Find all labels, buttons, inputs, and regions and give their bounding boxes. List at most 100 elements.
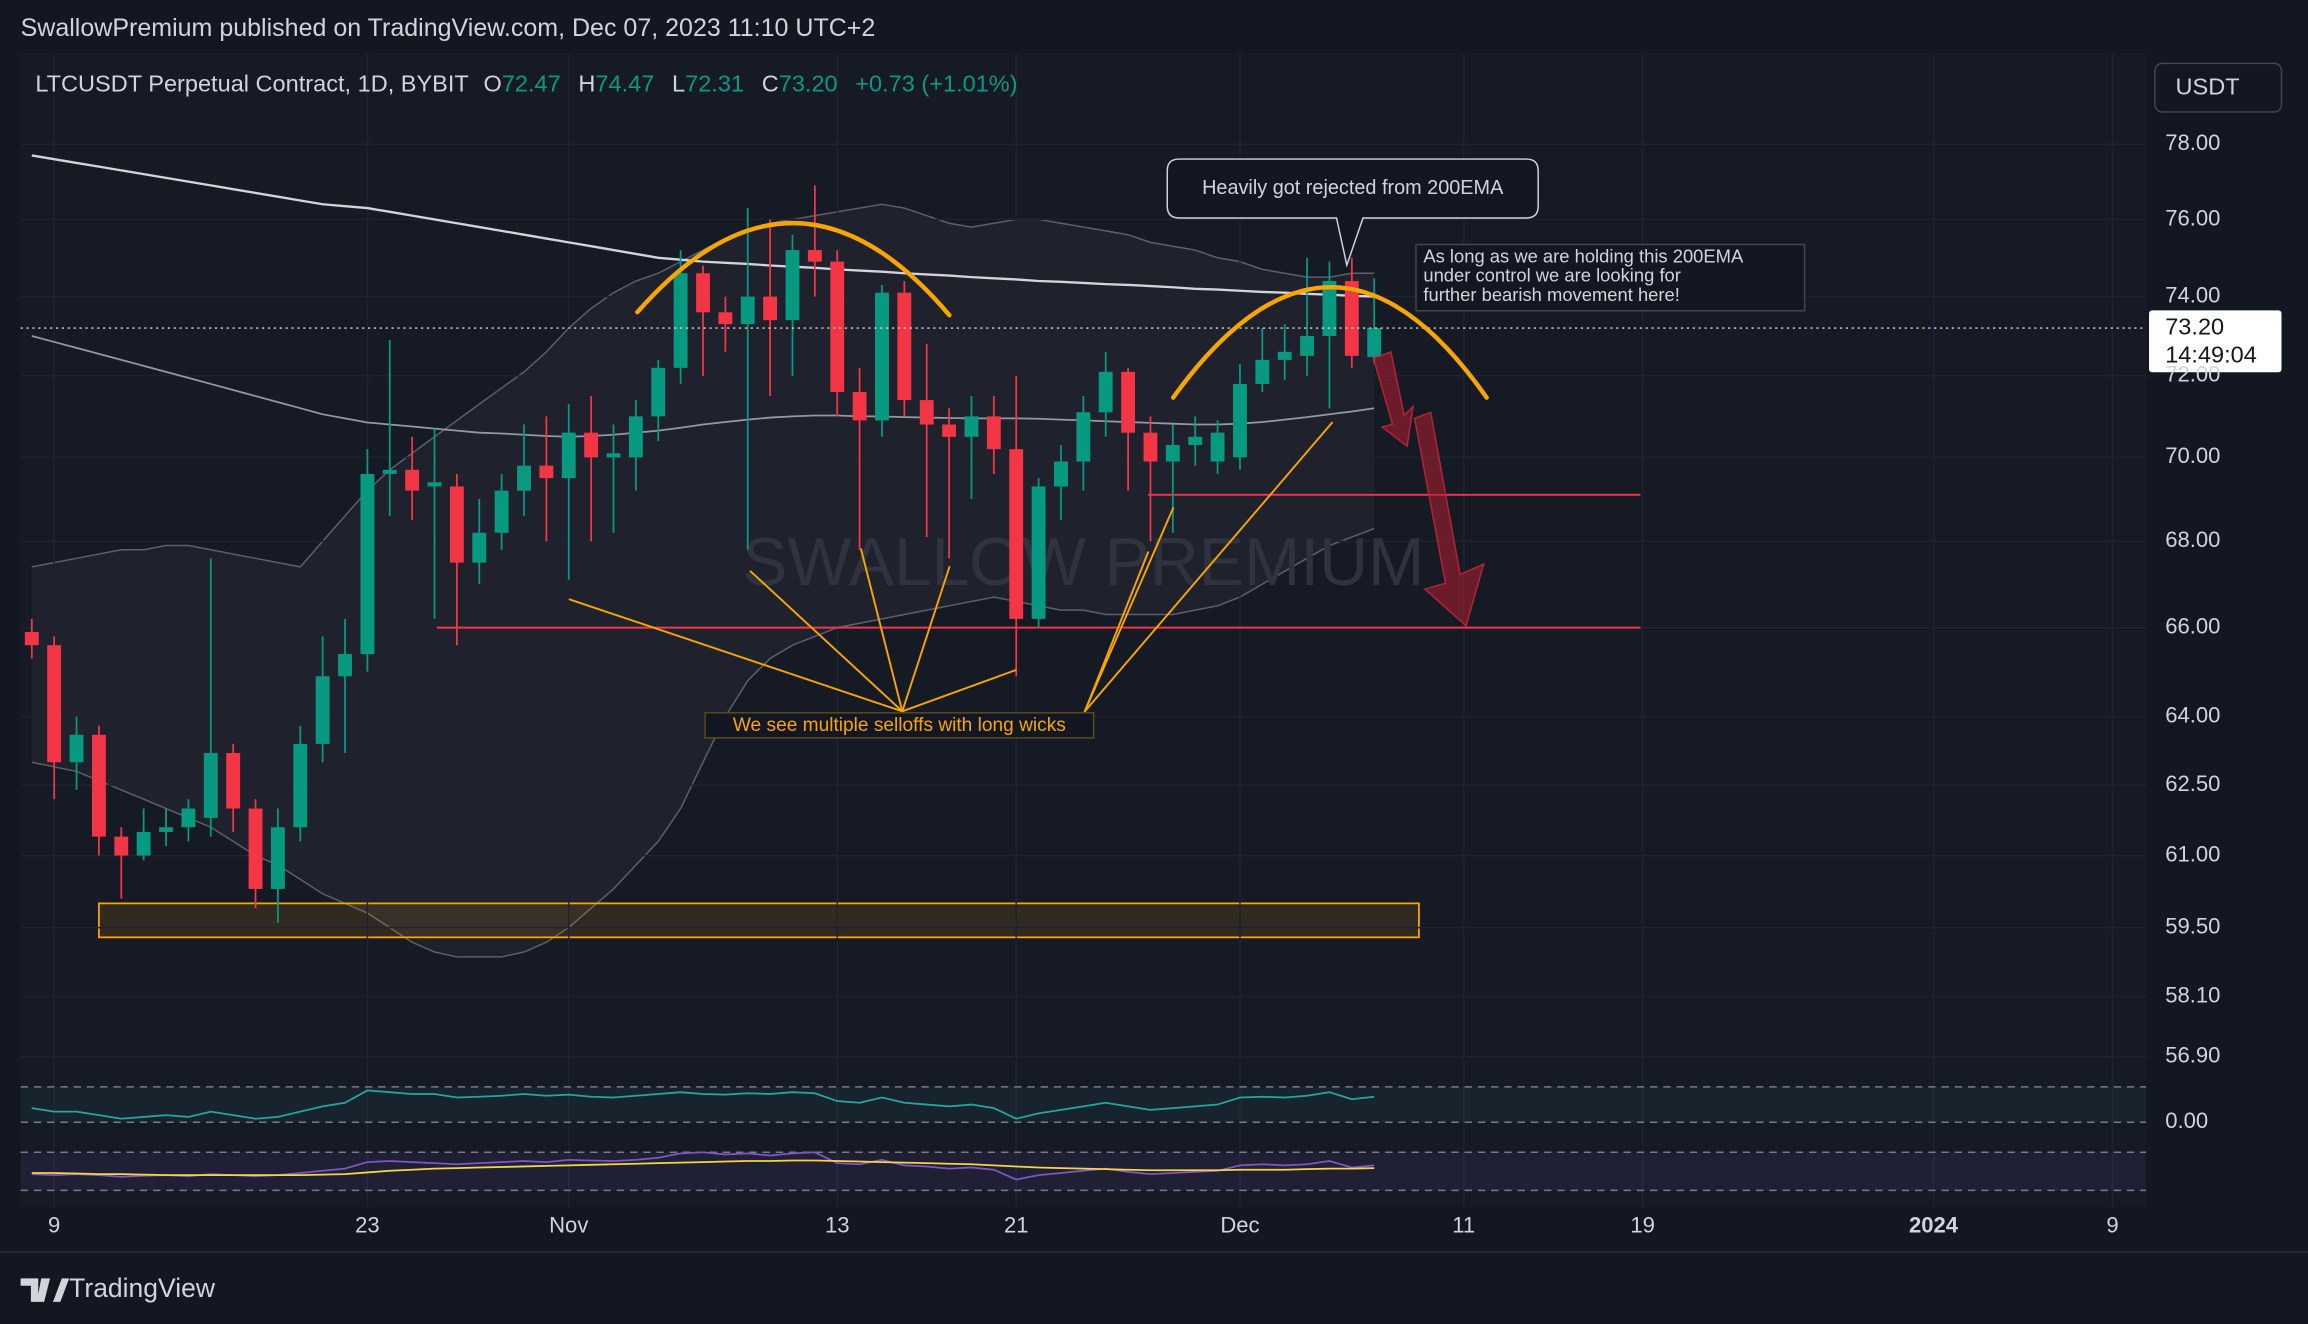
y-tick-label: 66.00 <box>2165 613 2220 638</box>
bearish-arrows <box>1372 351 1485 628</box>
candle-body <box>830 261 845 392</box>
x-tick-label: Dec <box>1220 1213 1259 1238</box>
candle-body <box>517 465 531 491</box>
candle-body <box>270 827 285 889</box>
symbol-name: LTCUSDT Perpetual Contract, 1D, BYBIT <box>35 71 468 97</box>
brand: TradingView <box>20 1273 216 1303</box>
ohlc-key: H <box>578 71 595 97</box>
callout-box <box>1166 158 1539 268</box>
candle-body <box>1210 432 1225 462</box>
candle-body <box>181 808 196 828</box>
y-tick-label: 76.00 <box>2165 205 2220 230</box>
candle-body <box>47 645 62 763</box>
candle-body <box>1054 461 1068 487</box>
annotation-drawings <box>568 221 1489 713</box>
currency-button[interactable]: USDT <box>2154 62 2283 113</box>
osc-line <box>31 1089 1375 1120</box>
arrows-selloffs <box>568 421 1334 713</box>
y-tick-label: 61.00 <box>2165 841 2220 866</box>
x-tick-label: 19 <box>1630 1213 1655 1238</box>
ohlc-value: 74.47 <box>595 71 654 97</box>
candle-body <box>561 432 576 479</box>
currency-box[interactable] <box>2154 62 2283 113</box>
legend-header: LTCUSDT Perpetual Contract, 1D, BYBIT O72… <box>35 71 1017 97</box>
candle-body <box>69 734 84 763</box>
arc-top <box>635 221 952 318</box>
band-upper <box>31 203 1375 568</box>
osc-tick-label: 0.00 <box>2165 1108 2208 1133</box>
note-line: As long as we are holding this 200EMA <box>1423 246 1744 267</box>
ohlc-key: L <box>672 71 685 97</box>
price-tag-box <box>2149 310 2282 373</box>
currency[interactable]: USDT <box>2176 74 2240 100</box>
candle-body <box>897 292 912 401</box>
candle-body <box>1277 351 1292 360</box>
ohlc-key: O <box>484 71 502 97</box>
candle-body <box>293 743 308 828</box>
x-tick-label: 23 <box>355 1213 380 1238</box>
candle-body <box>651 367 666 417</box>
publisher: SwallowPremium published on TradingView.… <box>21 14 876 42</box>
price-tag-value: 73.20 <box>2165 313 2224 339</box>
candle-body <box>1076 412 1091 462</box>
candle-body <box>875 292 889 421</box>
y-tick-label: 78.00 <box>2165 130 2220 155</box>
candle-body <box>136 831 151 856</box>
note-selloffs: We see multiple selloffs with long wicks <box>704 712 1095 739</box>
y-tick-label: 72.00 <box>2165 362 2220 387</box>
candle-body <box>696 273 710 313</box>
ohlc-value: 73.20 <box>779 71 838 97</box>
candle-body <box>1233 383 1247 458</box>
overlay-line <box>31 154 1375 298</box>
candle-body <box>315 676 330 744</box>
osc-fill <box>20 1086 2147 1123</box>
candle-body <box>964 416 979 437</box>
candle-body <box>718 312 733 325</box>
data-layer <box>20 154 2147 1192</box>
arc-right <box>1170 284 1489 400</box>
candle-body <box>785 250 800 321</box>
candle-body <box>628 416 643 458</box>
y-tick-label: 70.00 <box>2165 443 2220 468</box>
candle-body <box>919 400 934 425</box>
candle-body <box>763 296 778 321</box>
candle-body <box>114 836 129 856</box>
y-tick-label: 64.00 <box>2165 702 2220 727</box>
candle-body <box>1255 359 1270 384</box>
candle-body <box>1300 335 1315 356</box>
candle-body <box>1009 449 1024 619</box>
candle-body <box>584 432 599 458</box>
x-tick-label: 21 <box>1004 1213 1029 1238</box>
candle-body <box>91 734 106 837</box>
ohlc-key: C <box>762 71 779 97</box>
change: +0.73 (+1.01%) <box>855 71 1017 97</box>
candle-body <box>203 753 218 818</box>
candle-body <box>159 827 173 832</box>
zone <box>98 902 1420 939</box>
candle-body <box>852 391 867 421</box>
brand-name: TradingView <box>69 1273 216 1303</box>
candle-body <box>606 453 621 458</box>
price-tag-countdown: 14:49:04 <box>2165 341 2257 367</box>
x-tick-label: Nov <box>549 1213 588 1238</box>
y-tick-label: 62.50 <box>2165 771 2220 796</box>
note-box <box>704 712 1095 739</box>
watermark: SWALLOW PREMIUM <box>742 525 1424 600</box>
x-tick-label: 13 <box>825 1213 850 1238</box>
symbol: LTCUSDT Perpetual Contract, 1D, BYBIT O72… <box>35 71 1017 97</box>
candle-body <box>539 465 554 479</box>
candle-body <box>1367 328 1382 358</box>
note-text: We see multiple selloffs with long wicks <box>733 715 1066 736</box>
note-box <box>1415 243 1806 312</box>
x-tick-label: 9 <box>48 1213 60 1238</box>
candle-body <box>360 473 375 655</box>
ohlc-value: 72.47 <box>502 71 561 97</box>
note-line: under control we are looking for <box>1423 265 1681 286</box>
candle-body <box>1165 445 1180 462</box>
candle-body <box>1031 486 1046 619</box>
x-tick-label: 2024 <box>1909 1213 1959 1238</box>
note-holding: As long as we are holding this 200EMA un… <box>1415 243 1806 312</box>
osc-line <box>31 1159 1375 1177</box>
